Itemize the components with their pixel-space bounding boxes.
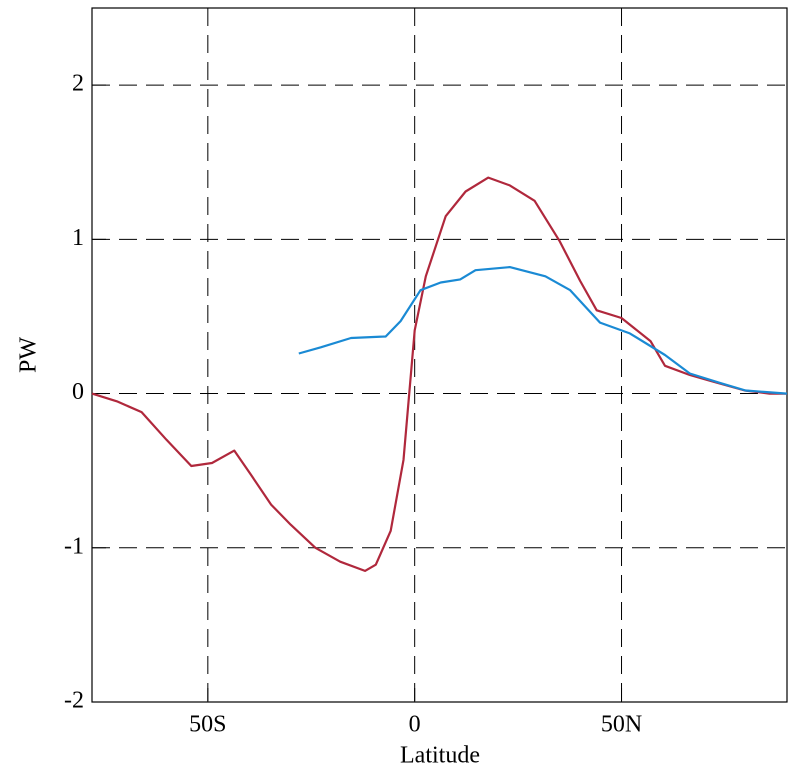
x-tick-label: 50S [189, 712, 226, 738]
x-tick-label: 50N [601, 712, 642, 738]
y-tick-label: 1 [72, 225, 84, 251]
y-tick-label: -1 [64, 533, 84, 559]
y-tick-label: 0 [72, 379, 84, 405]
y-tick-label: 2 [72, 71, 84, 97]
plot-frame [91, 7, 788, 703]
y-axis-label: PW [16, 337, 42, 373]
data-line [91, 176, 787, 572]
x-axis-label: Latitude [400, 743, 480, 769]
data-line [298, 266, 788, 395]
y-tick-label: -2 [64, 688, 84, 714]
x-tick-label: 0 [409, 712, 421, 738]
